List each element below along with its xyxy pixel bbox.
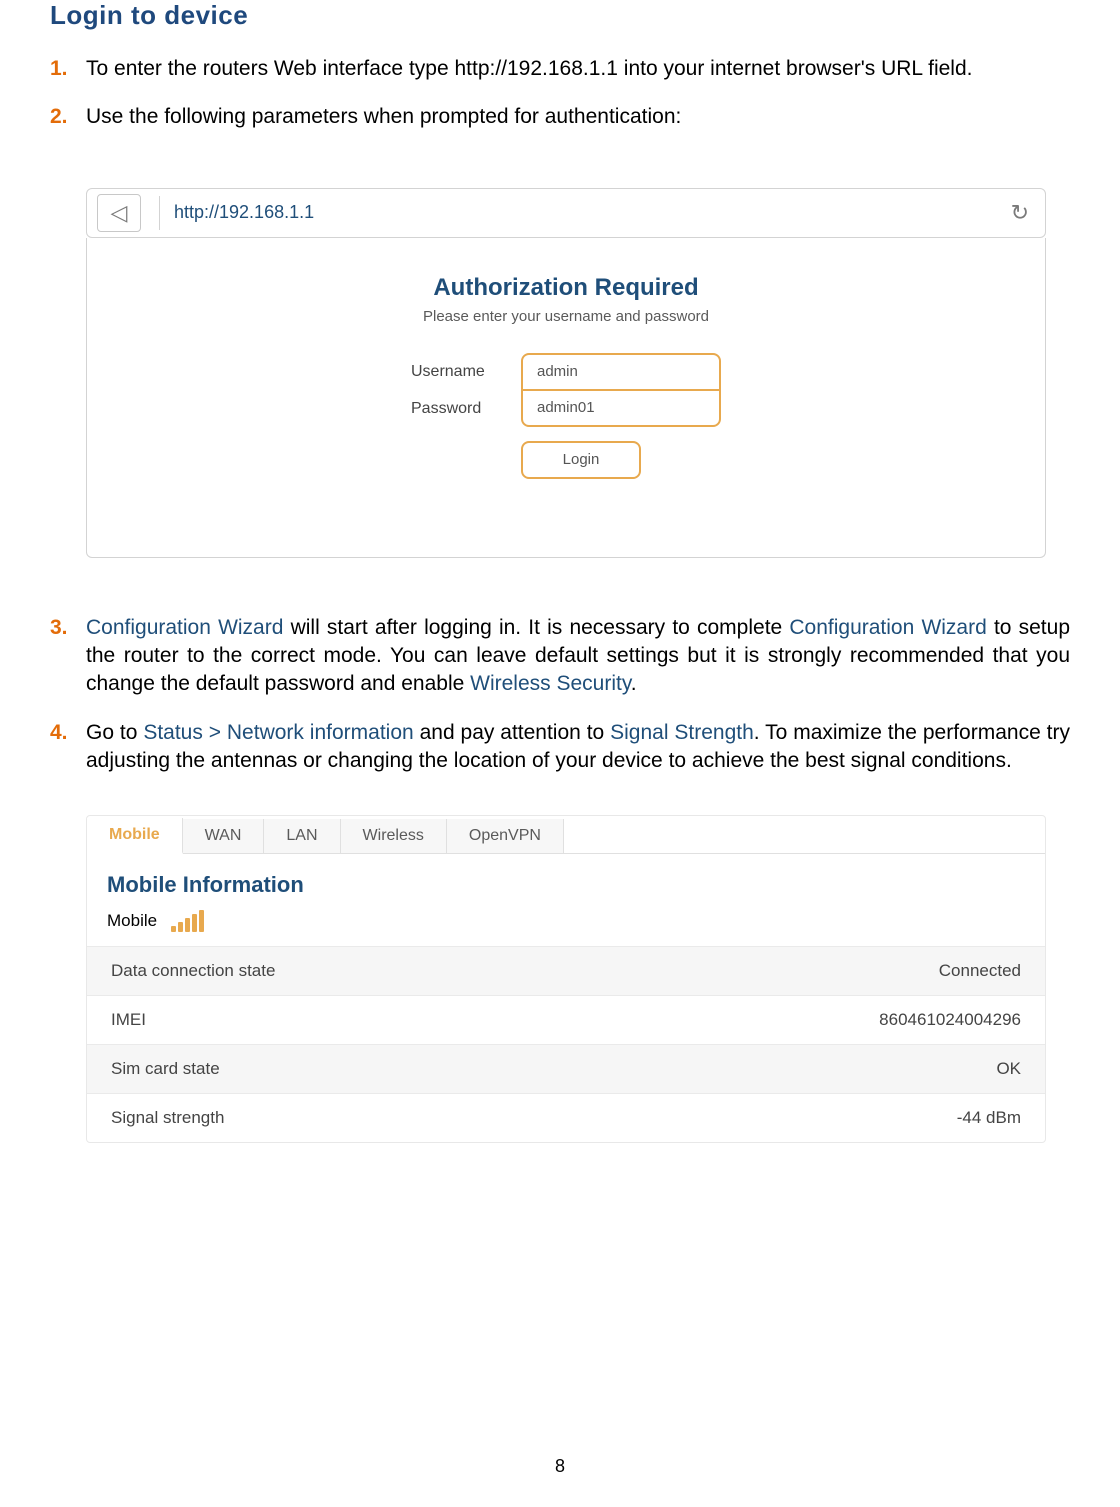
auth-form: Username Password Login xyxy=(411,353,721,479)
table-row: Sim card state OK xyxy=(87,1044,1045,1093)
text-part: Go to xyxy=(86,721,143,744)
tab-wan[interactable]: WAN xyxy=(183,819,265,853)
step-text: Use the following parameters when prompt… xyxy=(86,103,1070,131)
step-3: 3. Configuration Wizard will start after… xyxy=(50,614,1070,699)
mobile-info-heading: Mobile Information xyxy=(87,854,1045,904)
password-label: Password xyxy=(411,400,521,418)
tab-wireless[interactable]: Wireless xyxy=(341,819,447,853)
auth-panel: Authorization Required Please enter your… xyxy=(86,238,1046,558)
link-config-wizard-2: Configuration Wizard xyxy=(789,616,986,639)
table-row: IMEI 860461024004296 xyxy=(87,995,1045,1044)
password-row: Password xyxy=(411,391,721,427)
table-row: Signal strength -44 dBm xyxy=(87,1093,1045,1142)
auth-subtitle: Please enter your username and password xyxy=(423,308,709,325)
tab-openvpn[interactable]: OpenVPN xyxy=(447,819,564,853)
username-input[interactable] xyxy=(521,353,721,391)
step-number: 1. xyxy=(50,55,86,83)
password-input[interactable] xyxy=(521,389,721,427)
row-label: Data connection state xyxy=(111,961,275,981)
login-screenshot: ◁ http://192.168.1.1 ↻ Authorization Req… xyxy=(86,188,1046,558)
mobile-signal-row: Mobile xyxy=(87,904,1045,946)
tab-lan[interactable]: LAN xyxy=(264,819,340,853)
separator xyxy=(159,196,160,230)
row-value: 860461024004296 xyxy=(879,1010,1021,1030)
text-part: and pay attention to xyxy=(414,721,610,744)
username-row: Username xyxy=(411,353,721,391)
browser-back-button[interactable]: ◁ xyxy=(97,194,141,232)
link-config-wizard: Configuration Wizard xyxy=(86,616,283,639)
step-number: 3. xyxy=(50,614,86,699)
login-button[interactable]: Login xyxy=(521,441,641,479)
step-number: 4. xyxy=(50,719,86,776)
mobile-label: Mobile xyxy=(107,911,157,931)
section-title: Login to device xyxy=(50,0,1070,31)
mobile-info-screenshot: Mobile WAN LAN Wireless OpenVPN Mobile I… xyxy=(86,815,1046,1143)
step-4: 4. Go to Status > Network information an… xyxy=(50,719,1070,776)
browser-address-bar: ◁ http://192.168.1.1 ↻ xyxy=(86,188,1046,238)
link-wireless-security: Wireless Security xyxy=(470,672,631,695)
auth-title: Authorization Required xyxy=(433,274,698,302)
row-value: -44 dBm xyxy=(957,1108,1021,1128)
signal-strength-icon xyxy=(171,910,204,932)
row-label: IMEI xyxy=(111,1010,146,1030)
row-value: Connected xyxy=(939,961,1021,981)
row-label: Sim card state xyxy=(111,1059,220,1079)
refresh-icon[interactable]: ↻ xyxy=(1005,200,1035,226)
tab-bar: Mobile WAN LAN Wireless OpenVPN xyxy=(87,816,1045,854)
row-label: Signal strength xyxy=(111,1108,224,1128)
step-number: 2. xyxy=(50,103,86,131)
row-value: OK xyxy=(996,1059,1021,1079)
text-part: . xyxy=(631,672,637,695)
step-1: 1. To enter the routers Web interface ty… xyxy=(50,55,1070,83)
step-text: Go to Status > Network information and p… xyxy=(86,719,1070,776)
tab-mobile[interactable]: Mobile xyxy=(87,818,183,854)
browser-url[interactable]: http://192.168.1.1 xyxy=(174,202,1005,223)
page-number: 8 xyxy=(555,1456,565,1477)
username-label: Username xyxy=(411,363,521,381)
table-row: Data connection state Connected xyxy=(87,946,1045,995)
step-text: To enter the routers Web interface type … xyxy=(86,55,1070,83)
text-part: will start after logging in. It is neces… xyxy=(283,616,789,639)
link-status-network: Status > Network information xyxy=(143,721,413,744)
step-2: 2. Use the following parameters when pro… xyxy=(50,103,1070,131)
link-signal-strength: Signal Strength xyxy=(610,721,754,744)
step-text: Configuration Wizard will start after lo… xyxy=(86,614,1070,699)
